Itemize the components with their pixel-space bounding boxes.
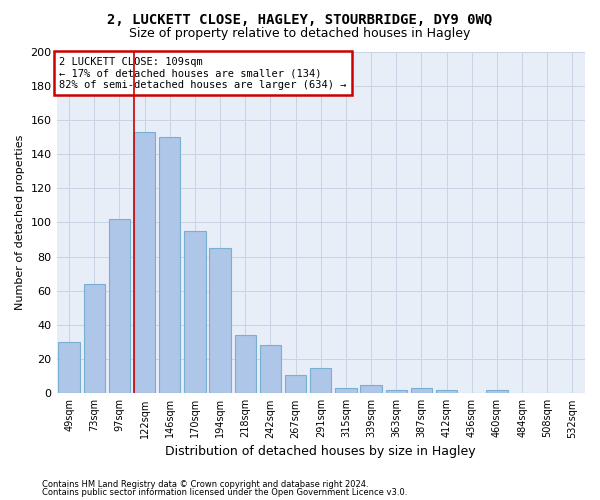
Bar [285, 374, 307, 394]
Bar [58, 342, 80, 394]
Bar [411, 388, 432, 394]
Text: Size of property relative to detached houses in Hagley: Size of property relative to detached ho… [130, 28, 470, 40]
X-axis label: Distribution of detached houses by size in Hagley: Distribution of detached houses by size … [166, 444, 476, 458]
Bar [386, 390, 407, 394]
Bar [159, 137, 181, 394]
Text: 2, LUCKETT CLOSE, HAGLEY, STOURBRIDGE, DY9 0WQ: 2, LUCKETT CLOSE, HAGLEY, STOURBRIDGE, D… [107, 12, 493, 26]
Bar [235, 335, 256, 394]
Bar [83, 284, 105, 394]
Bar [184, 231, 206, 394]
Bar [335, 388, 356, 394]
Bar [361, 385, 382, 394]
Y-axis label: Number of detached properties: Number of detached properties [15, 134, 25, 310]
Text: 2 LUCKETT CLOSE: 109sqm
← 17% of detached houses are smaller (134)
82% of semi-d: 2 LUCKETT CLOSE: 109sqm ← 17% of detache… [59, 56, 347, 90]
Bar [134, 132, 155, 394]
Bar [209, 248, 231, 394]
Bar [109, 219, 130, 394]
Text: Contains HM Land Registry data © Crown copyright and database right 2024.: Contains HM Land Registry data © Crown c… [42, 480, 368, 489]
Bar [436, 390, 457, 394]
Bar [310, 368, 331, 394]
Bar [486, 390, 508, 394]
Bar [260, 346, 281, 394]
Text: Contains public sector information licensed under the Open Government Licence v3: Contains public sector information licen… [42, 488, 407, 497]
